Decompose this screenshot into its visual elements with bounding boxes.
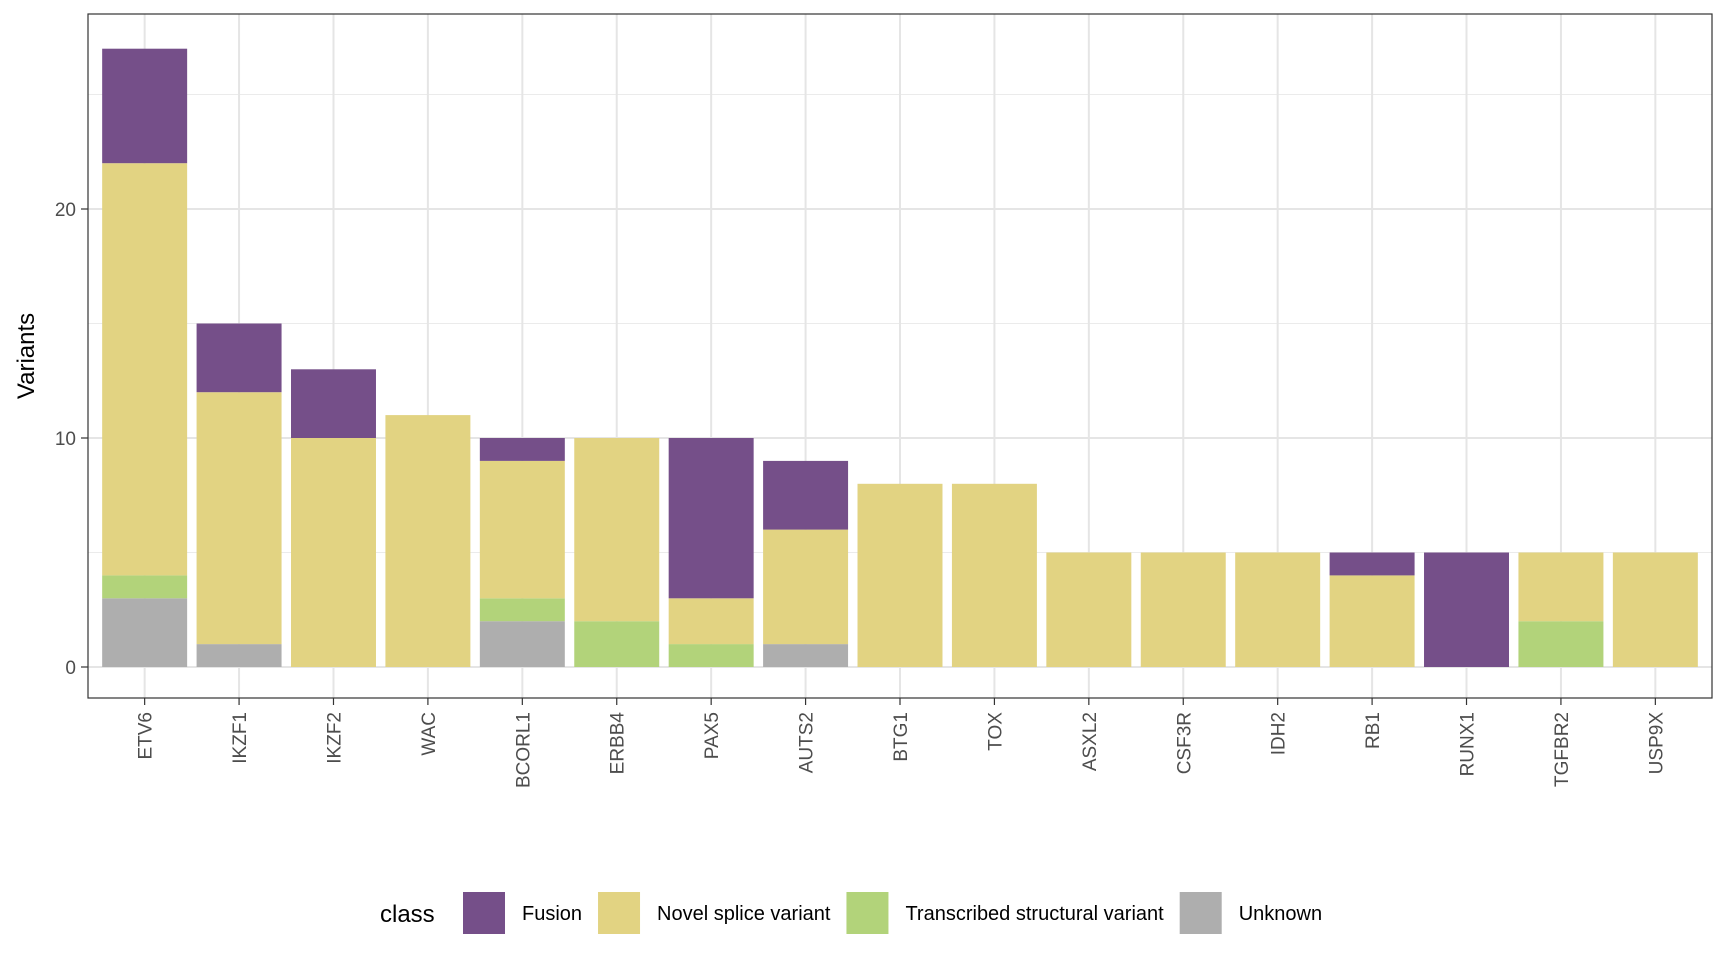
x-tick-label: IKZF2 <box>324 712 345 764</box>
bar-segment <box>951 483 1037 667</box>
y-tick-label: 10 <box>55 429 76 450</box>
bar-segment <box>479 598 565 622</box>
x-tick-label: ERBB4 <box>608 712 629 775</box>
bar-segment <box>1140 552 1226 667</box>
legend-key <box>846 892 889 934</box>
bar-segment <box>1329 575 1415 667</box>
bar-segment <box>668 598 754 645</box>
bar-segment <box>1518 552 1604 622</box>
x-tick-label: WAC <box>419 712 440 756</box>
x-tick-label: TOX <box>985 712 1006 751</box>
x-tick-label: ETV6 <box>136 712 157 760</box>
legend-label: Unknown <box>1239 903 1322 925</box>
legend-key <box>1179 892 1222 934</box>
bar-segment <box>196 644 282 667</box>
x-tick-label: BTG1 <box>891 712 912 762</box>
x-tick-label: ASXL2 <box>1080 712 1101 771</box>
x-tick-label: IDH2 <box>1269 712 1290 755</box>
x-tick-label: TGFBR2 <box>1552 712 1573 787</box>
y-tick-label: 20 <box>55 200 76 221</box>
legend: class Fusion Novel splice variant Transcri… <box>380 892 1322 934</box>
legend-label: Transcribed structural variant <box>905 903 1164 925</box>
x-tick-label: USP9X <box>1646 712 1667 775</box>
bar-segment <box>574 621 660 667</box>
bar-segment <box>385 415 471 667</box>
bar-segment <box>763 529 849 645</box>
bar-segment <box>196 323 282 393</box>
bar-segment <box>102 598 188 667</box>
y-tick-label: 0 <box>65 658 76 679</box>
bar-segment <box>574 438 660 622</box>
bar-segment <box>291 369 376 438</box>
x-tick-label: AUTS2 <box>797 712 818 773</box>
bars-layer <box>102 48 1698 667</box>
bar-segment <box>102 48 188 164</box>
x-tick-label: CSF3R <box>1174 712 1195 774</box>
legend-key <box>598 892 641 934</box>
bar-segment <box>1424 552 1509 667</box>
y-axis-title: Variants <box>13 313 40 399</box>
bar-segment <box>668 644 754 667</box>
axes-layer: 0 10 20 ETV6 IKZF1 IKZF2 WAC BCORL1 ERBB4 PAX5 AUT… <box>55 200 1667 788</box>
bar-segment <box>857 483 943 667</box>
bar-segment <box>479 460 565 599</box>
x-tick-label: PAX5 <box>702 712 723 759</box>
x-tick-label: RB1 <box>1363 712 1384 749</box>
bar-segment <box>1329 552 1415 576</box>
bar-segment <box>479 621 565 667</box>
bar-segment <box>1518 621 1604 667</box>
bar-segment <box>479 438 565 461</box>
bar-segment <box>763 644 849 667</box>
bar-segment <box>291 438 376 667</box>
bar-segment <box>102 163 188 576</box>
x-tick-label: IKZF1 <box>230 712 251 764</box>
x-tick-label: RUNX1 <box>1458 712 1479 776</box>
bar-segment <box>1612 552 1698 667</box>
bar-segment <box>102 575 188 599</box>
x-tick-label: BCORL1 <box>513 712 534 788</box>
bar-segment <box>196 392 282 645</box>
legend-title: class <box>380 901 435 928</box>
bar-segment <box>668 438 754 599</box>
legend-key <box>463 892 505 934</box>
legend-label: Fusion <box>522 903 582 925</box>
bar-segment <box>763 460 849 530</box>
bar-segment <box>1046 552 1132 667</box>
bar-segment <box>1235 552 1321 667</box>
legend-label: Novel splice variant <box>657 903 831 925</box>
